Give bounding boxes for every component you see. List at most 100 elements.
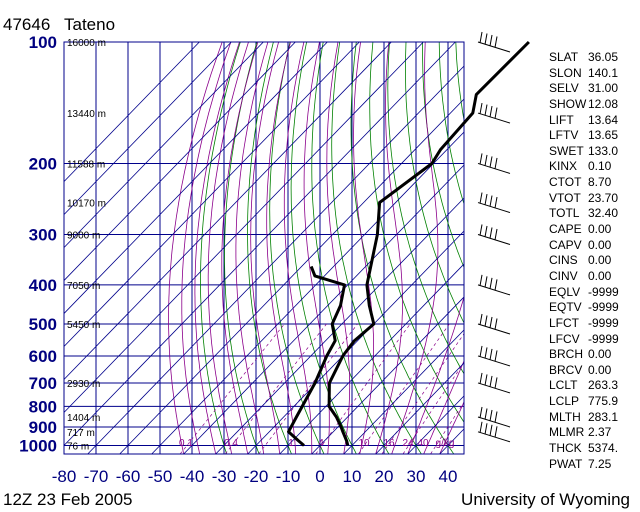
index-row: LFTV 13.65 bbox=[549, 128, 631, 144]
wind-barb bbox=[477, 313, 511, 335]
temperature-profile bbox=[327, 40, 530, 446]
mixing-ratio-label: 24 bbox=[402, 438, 414, 449]
dry-adiabat bbox=[224, 42, 260, 454]
temp-label: -40 bbox=[180, 467, 205, 486]
isotherm bbox=[64, 42, 360, 348]
moist-adiabat bbox=[391, 42, 439, 454]
index-key: CAPV bbox=[549, 237, 582, 252]
station-name: Tateno bbox=[64, 15, 115, 34]
index-key: LFCV bbox=[549, 331, 580, 346]
isotherm bbox=[311, 296, 464, 454]
pressure-label-100: 100 bbox=[29, 33, 57, 52]
isotherm bbox=[64, 42, 200, 183]
index-key: LCLT bbox=[549, 378, 578, 393]
wind-barb bbox=[477, 102, 511, 124]
index-key: TOTL bbox=[549, 206, 580, 221]
index-value: 13.64 bbox=[588, 112, 619, 127]
dry-adiabat bbox=[350, 42, 455, 454]
index-key: SLAT bbox=[549, 50, 579, 64]
isotherm bbox=[64, 42, 296, 282]
index-value: 140.1 bbox=[588, 65, 619, 80]
pressure-label-200: 200 bbox=[29, 154, 57, 173]
mixing-ratio-label: 0.4 bbox=[224, 438, 238, 449]
isotherm bbox=[64, 42, 392, 381]
index-key: SELV bbox=[549, 81, 579, 96]
data-source: University of Wyoming bbox=[461, 490, 630, 509]
pressure-label-800: 800 bbox=[29, 397, 57, 416]
index-row: PWAT 7.25 bbox=[549, 457, 631, 473]
skewed-isotherms bbox=[64, 42, 464, 454]
index-key: MLTH bbox=[549, 409, 581, 424]
index-row: LCLT 263.3 bbox=[549, 378, 631, 394]
index-value: 12.08 bbox=[588, 96, 619, 111]
isotherm bbox=[64, 42, 328, 315]
index-value: 283.1 bbox=[588, 409, 619, 424]
index-key: LIFT bbox=[549, 112, 574, 127]
temp-label: 0 bbox=[315, 467, 324, 486]
height-label: 10170 m bbox=[67, 199, 106, 210]
temp-label: -70 bbox=[84, 467, 109, 486]
index-value: 0.00 bbox=[588, 237, 612, 252]
mixing-ratio-line bbox=[358, 323, 450, 454]
moist-adiabat bbox=[235, 42, 269, 454]
wind-barb bbox=[477, 31, 511, 53]
wind-barb bbox=[477, 153, 511, 174]
index-value: -9999 bbox=[588, 284, 619, 299]
temp-label: 30 bbox=[407, 467, 426, 486]
index-row: LFCV -9999 bbox=[549, 332, 631, 348]
index-value: 775.9 bbox=[588, 394, 619, 409]
index-row: SHOW 12.08 bbox=[549, 97, 631, 113]
moist-adiabats bbox=[168, 42, 464, 454]
mixing-ratio-lines bbox=[179, 323, 464, 454]
index-row: CTOT 8.70 bbox=[549, 175, 631, 191]
wind-barb bbox=[477, 192, 511, 214]
index-row: VTOT 23.70 bbox=[549, 191, 631, 207]
index-value: -9999 bbox=[588, 331, 619, 346]
dry-adiabat bbox=[247, 42, 292, 454]
moist-adiabat bbox=[407, 295, 464, 454]
dry-adiabat bbox=[311, 42, 390, 454]
moist-adiabat bbox=[303, 42, 330, 454]
index-value: 13.65 bbox=[588, 128, 619, 143]
mixing-ratio-label: 0.1 bbox=[179, 438, 193, 449]
index-value: 133.0 bbox=[588, 143, 619, 158]
isotherm bbox=[64, 42, 424, 414]
moist-adiabat bbox=[375, 42, 403, 454]
height-label: 9000 m bbox=[67, 230, 100, 241]
moist-adiabat bbox=[439, 401, 464, 454]
index-key: LCLP bbox=[549, 394, 580, 409]
index-row: LFCT -9999 bbox=[549, 316, 631, 332]
dry-adiabat bbox=[200, 42, 241, 454]
index-row: LCLP 775.9 bbox=[549, 394, 631, 410]
index-key: CAPE bbox=[549, 222, 582, 237]
index-value: 0.00 bbox=[588, 347, 612, 362]
moist-adiabat bbox=[423, 359, 464, 454]
pressure-label-1000: 1000 bbox=[19, 436, 57, 455]
index-value: 0.00 bbox=[588, 253, 612, 268]
temp-label: 10 bbox=[343, 467, 362, 486]
index-key: KINX bbox=[549, 159, 578, 174]
height-label: 1404 m bbox=[67, 413, 100, 424]
temp-label: -10 bbox=[276, 467, 301, 486]
index-key: PWAT bbox=[549, 456, 583, 471]
index-row: CINS 0.00 bbox=[549, 253, 631, 269]
index-row: CAPV 0.00 bbox=[549, 238, 631, 254]
temp-label: 40 bbox=[439, 467, 458, 486]
height-label: 2930 m bbox=[67, 379, 100, 390]
wind-barb bbox=[477, 274, 511, 296]
index-value: 7.25 bbox=[588, 456, 612, 471]
index-key: VTOT bbox=[549, 190, 581, 205]
moist-adiabat bbox=[283, 42, 313, 454]
index-value: 0.00 bbox=[588, 362, 612, 377]
index-value: 0.10 bbox=[588, 159, 612, 174]
index-row: SWET 133.0 bbox=[549, 144, 631, 160]
index-row: EQLV -9999 bbox=[549, 285, 631, 301]
height-label: 13440 m bbox=[67, 109, 106, 120]
index-value: 31.00 bbox=[588, 81, 619, 96]
index-key: LFTV bbox=[549, 128, 579, 143]
wind-barb bbox=[477, 224, 511, 245]
isotherm bbox=[64, 42, 264, 249]
temp-label: -30 bbox=[212, 467, 237, 486]
mixing-ratio-label: 40 bbox=[417, 438, 429, 449]
